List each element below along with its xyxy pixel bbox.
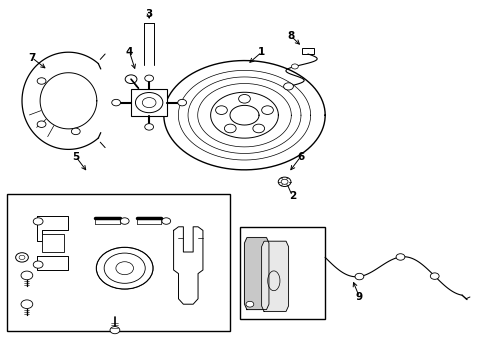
Circle shape <box>261 106 273 114</box>
Text: 6: 6 <box>297 152 304 162</box>
Circle shape <box>245 301 253 307</box>
Bar <box>239 227 325 319</box>
Text: 7: 7 <box>28 53 36 63</box>
Polygon shape <box>37 216 68 241</box>
Circle shape <box>354 273 363 280</box>
Circle shape <box>142 98 156 108</box>
Polygon shape <box>173 227 203 304</box>
Circle shape <box>291 64 298 69</box>
Circle shape <box>21 300 33 309</box>
Text: 9: 9 <box>355 292 362 302</box>
Text: 4: 4 <box>125 47 133 57</box>
Circle shape <box>135 93 163 113</box>
Text: 3: 3 <box>145 9 152 19</box>
Circle shape <box>110 327 120 334</box>
Circle shape <box>37 78 46 84</box>
Bar <box>7 194 229 331</box>
Circle shape <box>224 124 236 133</box>
Circle shape <box>37 121 46 127</box>
Circle shape <box>144 123 153 130</box>
Circle shape <box>33 218 43 225</box>
Circle shape <box>71 128 80 135</box>
Circle shape <box>19 255 25 260</box>
Bar <box>302 48 313 54</box>
Circle shape <box>144 75 153 82</box>
Text: 1: 1 <box>258 47 264 57</box>
Polygon shape <box>131 89 167 116</box>
Circle shape <box>281 179 287 184</box>
Bar <box>41 234 63 252</box>
Circle shape <box>395 254 404 260</box>
Circle shape <box>283 83 293 90</box>
Circle shape <box>177 99 186 106</box>
Text: 2: 2 <box>288 191 295 201</box>
Text: 8: 8 <box>287 31 294 41</box>
Circle shape <box>238 94 250 103</box>
Polygon shape <box>244 238 268 310</box>
Circle shape <box>16 253 28 262</box>
Circle shape <box>215 106 227 114</box>
Circle shape <box>96 247 153 289</box>
Text: 5: 5 <box>72 152 79 162</box>
Circle shape <box>120 218 129 224</box>
Circle shape <box>104 253 145 283</box>
Polygon shape <box>37 256 68 270</box>
Circle shape <box>125 75 137 84</box>
Circle shape <box>33 261 43 268</box>
Circle shape <box>21 271 33 280</box>
Polygon shape <box>261 241 288 311</box>
Circle shape <box>278 177 290 186</box>
Circle shape <box>162 218 170 224</box>
Circle shape <box>111 99 120 106</box>
Circle shape <box>116 262 133 275</box>
Circle shape <box>429 273 438 279</box>
Circle shape <box>252 124 264 133</box>
